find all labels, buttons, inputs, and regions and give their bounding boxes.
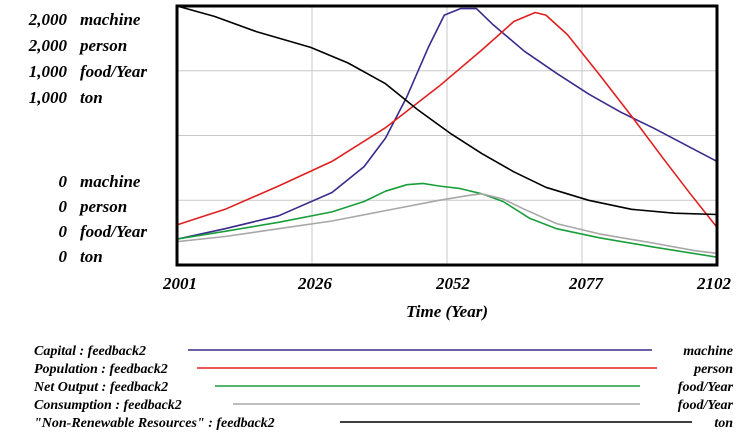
plot-frame: [175, 4, 719, 267]
series-line-1: [176, 11, 718, 228]
y-top-unit: machine: [80, 10, 141, 29]
legend-unit: person: [693, 362, 733, 377]
x-axis-ticks: 2001 2026 2052 2077 2102: [162, 274, 732, 293]
y-top-unit: ton: [80, 88, 103, 107]
y-bottom-value: 0: [59, 172, 68, 191]
legend-series-name: Consumption : feedback2: [34, 398, 182, 413]
legend-unit: ton: [714, 416, 733, 431]
y-top-unit: person: [78, 36, 127, 55]
y-bottom-value: 0: [59, 222, 68, 241]
y-top-value: 1,000: [29, 62, 68, 81]
legend-series-name: Capital : feedback2: [34, 344, 146, 359]
x-axis-title: Time (Year): [406, 302, 488, 321]
y-top-value: 2,000: [28, 36, 68, 55]
y-axis-bottom-labels: 0 machine 0 person 0 food/Year 0 ton: [59, 172, 148, 266]
legend-series-name: Population : feedback2: [34, 362, 168, 377]
legend-series-name: Net Output : feedback2: [33, 380, 168, 395]
grid-lines: [177, 6, 717, 265]
series-line-4: [176, 5, 718, 216]
legend-unit: machine: [683, 344, 733, 359]
y-bottom-unit: ton: [80, 247, 103, 266]
series-line-2: [176, 182, 718, 258]
y-axis-top-labels: 2,000 machine 2,000 person 1,000 food/Ye…: [28, 10, 148, 107]
y-top-unit: food/Year: [80, 62, 147, 81]
legend-series-name: "Non-Renewable Resources" : feedback2: [34, 416, 275, 431]
series-line-3: [176, 193, 718, 255]
x-tick-label: 2052: [435, 274, 471, 293]
y-top-value: 2,000: [28, 10, 68, 29]
x-tick-label: 2001: [162, 274, 197, 293]
y-bottom-value: 0: [59, 247, 68, 266]
x-tick-label: 2102: [696, 274, 732, 293]
y-bottom-unit: machine: [80, 172, 141, 191]
legend-unit: food/Year: [678, 398, 734, 413]
legend-unit: food/Year: [678, 380, 734, 395]
y-bottom-unit: person: [78, 197, 127, 216]
y-bottom-value: 0: [59, 197, 68, 216]
y-bottom-unit: food/Year: [80, 222, 147, 241]
x-tick-label: 2077: [568, 274, 605, 293]
series-line-0: [176, 7, 718, 240]
legend: Capital : feedback2 machine Population :…: [33, 344, 734, 431]
series-lines: [176, 5, 718, 258]
y-top-value: 1,000: [29, 88, 68, 107]
x-tick-label: 2026: [297, 274, 333, 293]
